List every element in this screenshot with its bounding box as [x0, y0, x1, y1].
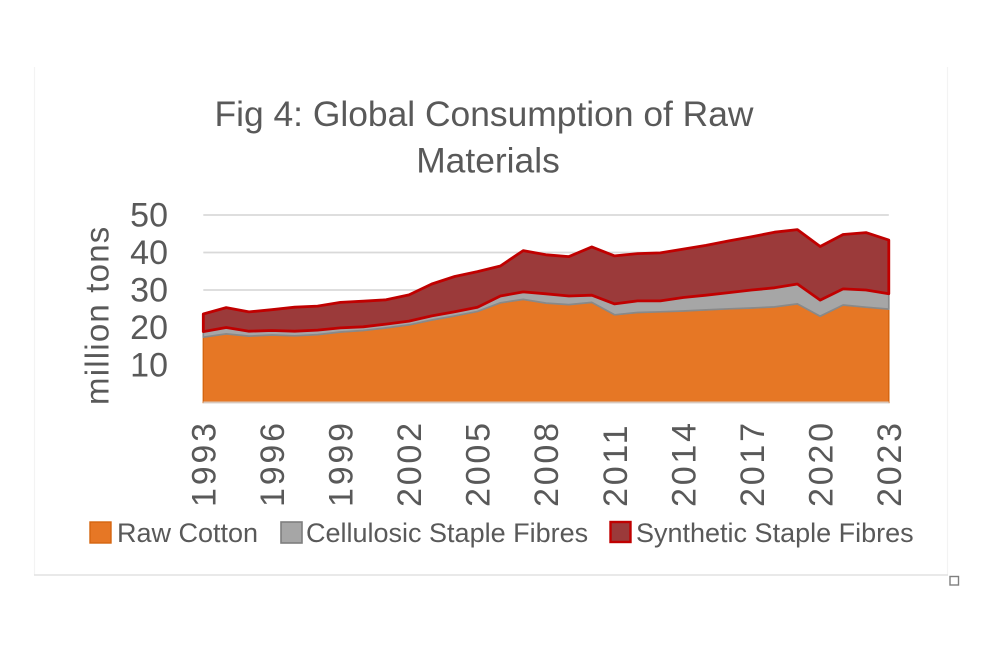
svg-text:Materials: Materials	[416, 141, 560, 181]
svg-text:Cellulosic Staple Fibres: Cellulosic Staple Fibres	[306, 518, 588, 548]
svg-text:million tons: million tons	[79, 226, 116, 405]
svg-text:Fig 4: Global Consumption of R: Fig 4: Global Consumption of Raw	[215, 94, 754, 134]
svg-text:2014: 2014	[665, 420, 703, 507]
svg-text:Raw Cotton: Raw Cotton	[117, 518, 258, 548]
svg-text:2011: 2011	[597, 423, 635, 507]
svg-text:20: 20	[130, 309, 168, 347]
svg-text:2017: 2017	[734, 420, 772, 507]
svg-text:50: 50	[130, 197, 168, 235]
svg-text:2023: 2023	[871, 420, 909, 507]
svg-text:1999: 1999	[323, 420, 361, 507]
svg-text:2005: 2005	[460, 420, 498, 507]
svg-text:2002: 2002	[391, 420, 429, 507]
svg-text:2008: 2008	[528, 420, 566, 507]
svg-text:2020: 2020	[803, 420, 841, 507]
svg-text:Synthetic Staple Fibres: Synthetic Staple Fibres	[636, 518, 914, 548]
svg-text:1993: 1993	[186, 420, 224, 507]
svg-text:30: 30	[130, 272, 168, 310]
svg-text:10: 10	[130, 347, 168, 385]
svg-text:40: 40	[130, 234, 168, 272]
svg-text:1996: 1996	[254, 420, 292, 507]
